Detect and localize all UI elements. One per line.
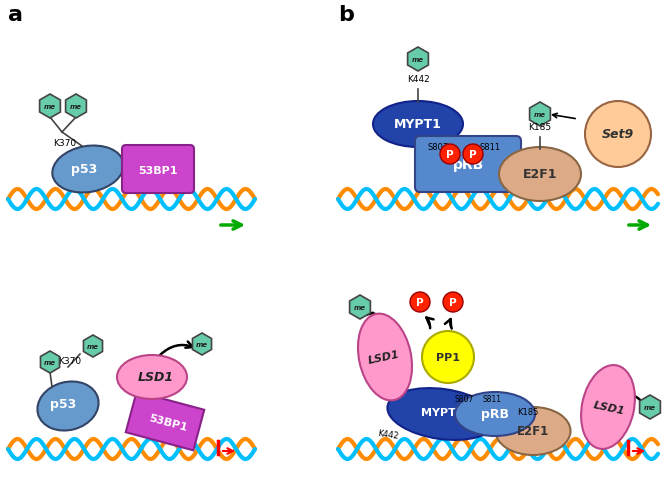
Ellipse shape bbox=[387, 388, 496, 440]
Polygon shape bbox=[66, 95, 86, 119]
Polygon shape bbox=[40, 351, 60, 373]
Ellipse shape bbox=[499, 148, 581, 201]
Text: 53BP1: 53BP1 bbox=[148, 412, 189, 432]
Text: P: P bbox=[416, 298, 424, 308]
Text: Set9: Set9 bbox=[602, 128, 634, 141]
Circle shape bbox=[443, 293, 463, 313]
Text: E2F1: E2F1 bbox=[517, 425, 549, 438]
Polygon shape bbox=[350, 296, 371, 319]
Text: LSD1: LSD1 bbox=[592, 399, 626, 415]
Polygon shape bbox=[84, 335, 102, 357]
Text: LSD1: LSD1 bbox=[367, 349, 401, 366]
Text: MYPT1: MYPT1 bbox=[421, 407, 464, 417]
Text: pRB: pRB bbox=[481, 408, 509, 421]
Text: S807: S807 bbox=[454, 395, 474, 404]
Text: me: me bbox=[44, 359, 56, 365]
Text: a: a bbox=[8, 5, 23, 25]
Polygon shape bbox=[126, 392, 204, 450]
Text: p53: p53 bbox=[50, 398, 76, 411]
Circle shape bbox=[410, 293, 430, 313]
Ellipse shape bbox=[37, 382, 98, 431]
FancyBboxPatch shape bbox=[415, 137, 521, 192]
Text: me: me bbox=[87, 343, 99, 349]
Text: S811: S811 bbox=[482, 395, 502, 404]
Text: LSD1: LSD1 bbox=[138, 371, 174, 384]
Circle shape bbox=[463, 145, 483, 165]
Text: b: b bbox=[338, 5, 354, 25]
Polygon shape bbox=[407, 48, 428, 72]
Text: P: P bbox=[446, 150, 454, 160]
Ellipse shape bbox=[496, 407, 571, 455]
Text: me: me bbox=[644, 404, 656, 410]
Text: S807: S807 bbox=[427, 143, 449, 152]
Text: PP1: PP1 bbox=[436, 352, 460, 362]
Circle shape bbox=[422, 331, 474, 383]
Ellipse shape bbox=[52, 146, 124, 193]
Ellipse shape bbox=[455, 392, 535, 436]
Text: p53: p53 bbox=[71, 163, 97, 176]
Text: S811: S811 bbox=[480, 143, 500, 152]
Text: me: me bbox=[412, 57, 424, 63]
Text: K442: K442 bbox=[377, 428, 399, 440]
Text: P: P bbox=[469, 150, 477, 160]
Text: MYPT1: MYPT1 bbox=[394, 118, 442, 131]
Circle shape bbox=[585, 102, 651, 168]
Text: me: me bbox=[196, 341, 208, 347]
Text: P: P bbox=[449, 298, 457, 308]
Text: me: me bbox=[354, 305, 366, 311]
Text: K185: K185 bbox=[529, 123, 551, 132]
Text: K370: K370 bbox=[58, 357, 81, 366]
Text: K442: K442 bbox=[407, 75, 429, 84]
Ellipse shape bbox=[117, 355, 187, 399]
Text: K185: K185 bbox=[517, 408, 539, 417]
Polygon shape bbox=[193, 333, 211, 355]
Text: me: me bbox=[44, 104, 56, 110]
Text: E2F1: E2F1 bbox=[522, 168, 557, 181]
Text: 53BP1: 53BP1 bbox=[138, 166, 178, 176]
Text: me: me bbox=[534, 112, 546, 118]
Polygon shape bbox=[640, 395, 660, 419]
FancyBboxPatch shape bbox=[122, 146, 194, 193]
Text: K370: K370 bbox=[54, 138, 76, 147]
Circle shape bbox=[440, 145, 460, 165]
Text: me: me bbox=[70, 104, 82, 110]
Text: pRB: pRB bbox=[452, 158, 484, 172]
Ellipse shape bbox=[373, 102, 463, 148]
Ellipse shape bbox=[358, 314, 412, 401]
Polygon shape bbox=[39, 95, 60, 119]
Ellipse shape bbox=[581, 365, 635, 449]
Polygon shape bbox=[530, 103, 551, 127]
